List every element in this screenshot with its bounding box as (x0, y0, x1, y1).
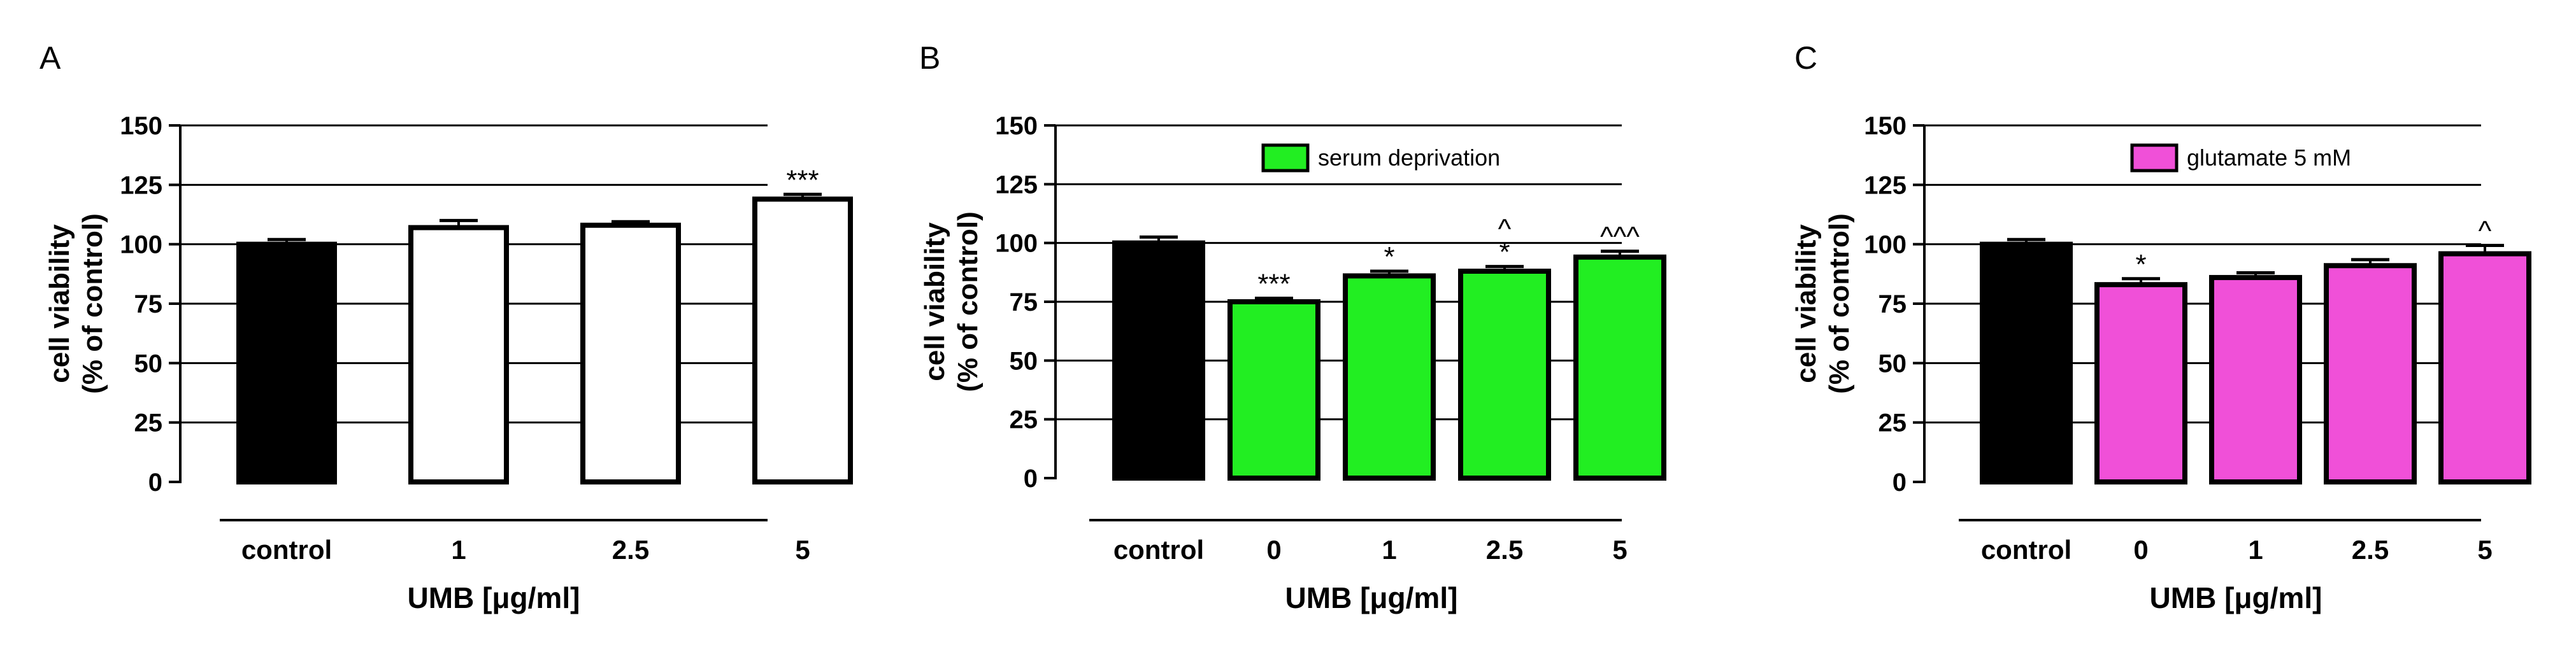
x-tick-label: 5 (1612, 535, 1627, 565)
y-tick-label: 100 (120, 231, 162, 259)
x-tick-label: 2.5 (1486, 535, 1523, 565)
y-axis-title: (% of control) (952, 211, 984, 392)
x-tick-label: 2.5 (612, 535, 649, 565)
legend-swatch (1261, 143, 1310, 173)
bar (2438, 251, 2531, 484)
y-tick-label: 125 (120, 171, 162, 199)
y-tick-label: 0 (148, 469, 162, 497)
y-tick-label: 25 (134, 409, 163, 437)
y-tick-label: 100 (1864, 231, 1907, 259)
x-tick-label: control (1981, 535, 2072, 565)
x-axis-title: UMB [μg/ml] (1285, 581, 1458, 614)
bar (1980, 241, 2073, 484)
y-axis-title: cell viability (44, 224, 75, 383)
bar (1112, 240, 1205, 481)
x-tick-label: control (241, 535, 332, 565)
bar (2209, 274, 2302, 484)
y-tick-label: 50 (1878, 350, 1907, 378)
significance-label: ^^^ (1600, 222, 1640, 253)
legend-swatch (2130, 143, 2179, 173)
bar (236, 241, 337, 484)
legend-label: serum deprivation (1318, 145, 1500, 171)
bar (1343, 273, 1436, 481)
y-tick-label: 125 (995, 171, 1038, 199)
y-axis-title: cell viability (919, 222, 950, 381)
chart-panel-a: A 0 25 50 75 100 125 150 cell viability (% of con… (39, 40, 853, 614)
y-tick-label: 150 (1864, 112, 1907, 140)
bar (408, 225, 509, 484)
x-tick-label: control (1113, 535, 1204, 565)
bar (752, 196, 853, 484)
x-axis-title: UMB [μg/ml] (408, 581, 580, 614)
x-tick-label: 0 (1266, 535, 1281, 565)
significance-label: * (1384, 241, 1394, 272)
y-axis-title: (% of control) (77, 213, 108, 394)
y-tick-label: 75 (1010, 288, 1038, 316)
x-tick-label: 1 (1382, 535, 1396, 565)
y-tick-label: 25 (1878, 409, 1907, 437)
x-tick-label: 5 (795, 535, 810, 565)
y-tick-label: 25 (1010, 406, 1038, 434)
significance-label: *** (1257, 268, 1290, 299)
legend-label: glutamate 5 mM (2187, 145, 2351, 171)
bar (1227, 299, 1320, 481)
x-tick-label: 0 (2133, 535, 2148, 565)
panel-letter: B (919, 40, 940, 76)
x-axis-title: UMB [μg/ml] (2150, 581, 2322, 614)
bar (1573, 254, 1666, 481)
y-axis-title: (% of control) (1824, 213, 1855, 394)
y-tick-label: 75 (1878, 290, 1907, 318)
x-tick-label: 2.5 (2352, 535, 2389, 565)
legend: glutamate 5 mM (2130, 143, 2351, 173)
significance-label: * (1499, 237, 1510, 268)
y-tick-label: 50 (1010, 347, 1038, 375)
y-tick-label: 150 (995, 112, 1038, 140)
bar (2094, 282, 2187, 484)
x-tick-label: 5 (2477, 535, 2492, 565)
bar (580, 222, 681, 484)
y-tick-label: 0 (1893, 469, 1907, 497)
significance-label: ^ (2479, 216, 2492, 247)
bar (1458, 268, 1551, 481)
significance-label: *** (786, 164, 819, 195)
bar (2324, 263, 2417, 484)
x-tick-label: 1 (451, 535, 466, 565)
significance-label: * (2135, 249, 2146, 280)
y-tick-label: 0 (1024, 465, 1038, 493)
y-tick-label: 125 (1864, 171, 1907, 199)
significance-label: ^ (1498, 214, 1512, 245)
y-tick-label: 100 (995, 230, 1038, 258)
y-tick-label: 50 (134, 350, 163, 378)
panel-letter: C (1794, 40, 1817, 76)
legend: serum deprivation (1261, 143, 1500, 173)
y-axis-title: cell viability (1791, 224, 1822, 383)
panel-letter: A (39, 40, 61, 76)
y-tick-label: 75 (134, 290, 163, 318)
y-tick-label: 150 (120, 112, 162, 140)
x-tick-label: 1 (2248, 535, 2263, 565)
